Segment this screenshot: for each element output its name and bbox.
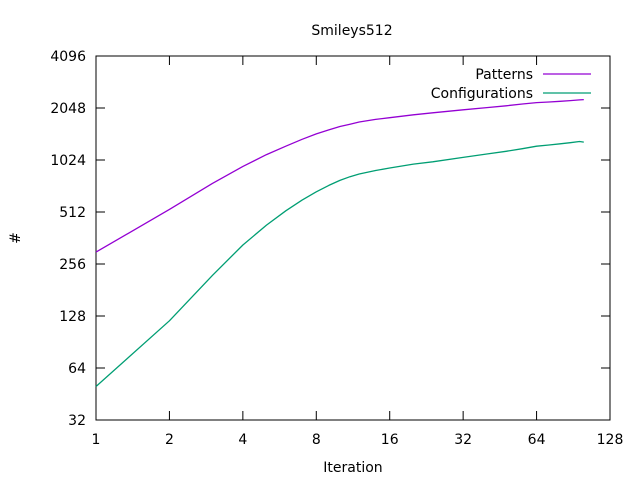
y-tick-label: 32 [68,413,86,429]
x-tick-label: 8 [312,432,321,448]
legend-label: Patterns [475,67,533,83]
y-tick-label: 128 [59,309,86,325]
legend-label: Configurations [431,86,533,102]
x-tick-label: 4 [238,432,247,448]
x-axis: 1 2 4 8 16 32 64 128 [92,56,624,448]
plot-frame [95,55,611,421]
x-tick-label: 32 [454,432,472,448]
y-axis-label: # [8,232,24,244]
y-tick-label: 2048 [50,101,86,117]
x-tick-label: 128 [597,432,624,448]
chart-title: Smileys512 [311,23,392,39]
series-layer [95,98,584,387]
y-tick-label: 1024 [50,153,86,169]
x-tick-label: 16 [381,432,399,448]
x-tick-label: 2 [165,432,174,448]
series-line-patterns [95,98,584,253]
y-tick-label: 64 [68,361,86,377]
x-tick-label: 1 [92,432,101,448]
y-tick-label: 4096 [50,49,86,65]
y-axis: 32 64 128 256 512 1024 2048 4096 [50,49,610,429]
x-axis-label: Iteration [323,460,382,476]
x-tick-label: 64 [528,432,546,448]
series-line-configurations [95,140,584,387]
y-tick-label: 512 [59,205,86,221]
legend: Patterns Configurations [431,67,591,102]
y-tick-label: 256 [59,257,86,273]
